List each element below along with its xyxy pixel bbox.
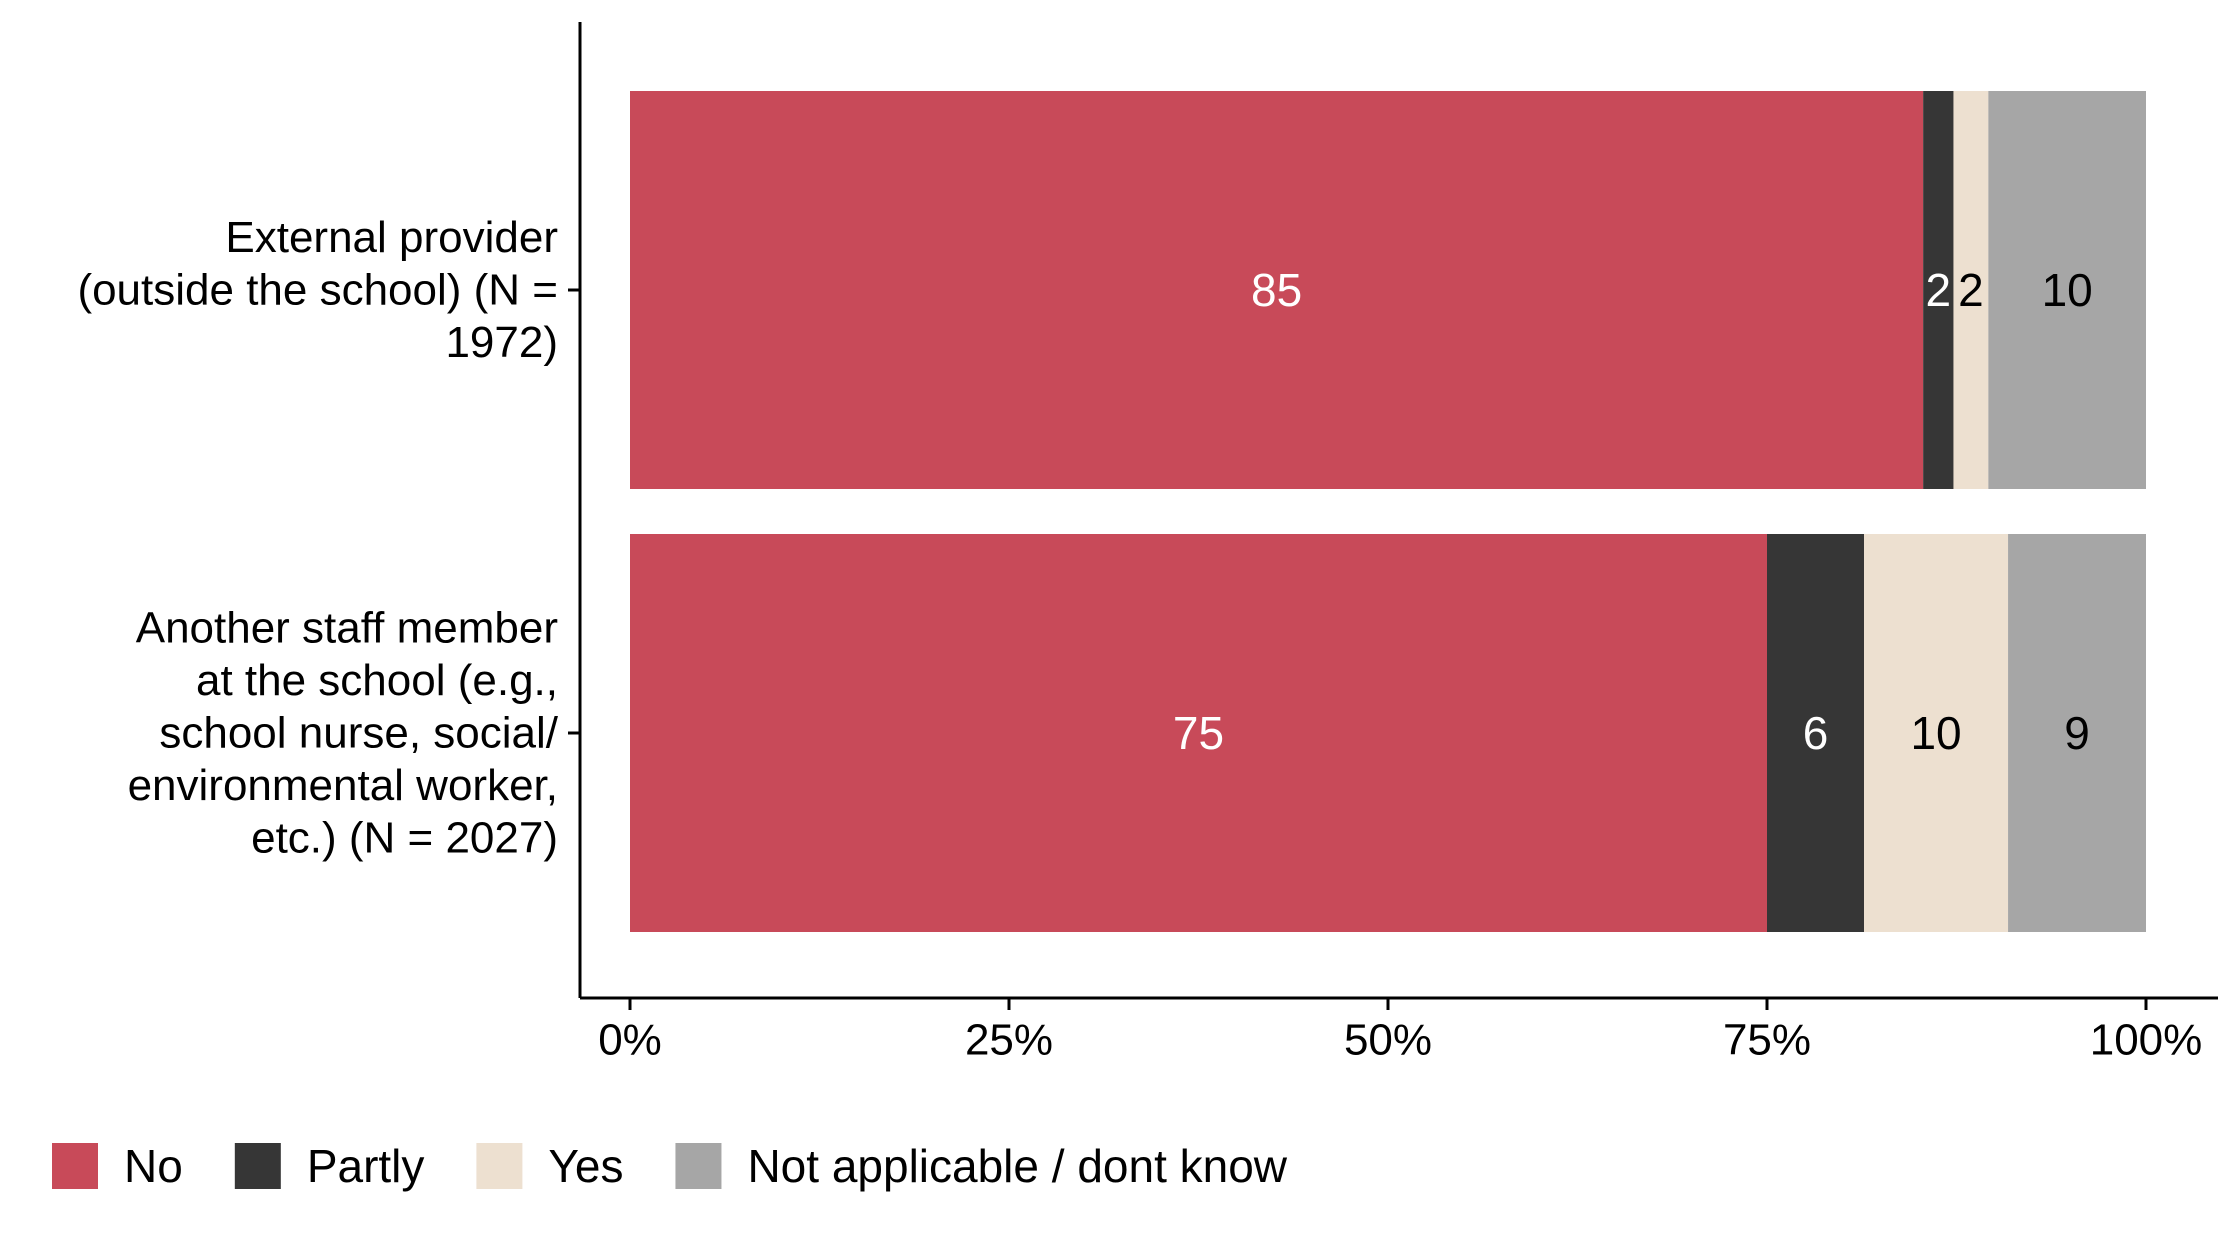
bar-segment-1-partly bbox=[1923, 91, 1954, 489]
bar-value-label: 9 bbox=[2064, 707, 2090, 759]
x-tick-label: 75% bbox=[1723, 1016, 1811, 1065]
bar-labels-layer: 85 2 2 10 75 6 10 9 bbox=[1173, 264, 2093, 759]
legend-label: No bbox=[124, 1140, 183, 1192]
legend-swatch bbox=[52, 1143, 98, 1189]
category-label-line: school nurse, social/ bbox=[159, 709, 558, 758]
x-tick-label: 100% bbox=[2090, 1016, 2203, 1065]
bar-value-label: 75 bbox=[1173, 707, 1224, 759]
legend-item: Partly bbox=[234, 1140, 425, 1192]
bar-segment-2-not-applicable-dont-know bbox=[2008, 534, 2146, 932]
category-label-line: environmental worker, bbox=[128, 761, 558, 810]
legend-item: No bbox=[52, 1140, 183, 1192]
bar-value-label: 85 bbox=[1251, 264, 1302, 316]
category-label-line: External provider bbox=[225, 213, 558, 262]
legend-label: Partly bbox=[307, 1140, 425, 1192]
x-tick-label: 0% bbox=[598, 1016, 662, 1065]
category-label-line: (outside the school) (N = bbox=[77, 266, 558, 315]
legend-swatch bbox=[675, 1143, 722, 1189]
legend-label: Yes bbox=[548, 1140, 623, 1192]
category-label-line: Another staff member bbox=[136, 604, 558, 653]
x-tick-label: 25% bbox=[965, 1016, 1053, 1065]
bar-value-label: 6 bbox=[1803, 707, 1829, 759]
bar-segment-1-not-applicable-dont-know bbox=[1988, 91, 2146, 489]
bar-value-label: 2 bbox=[1926, 264, 1952, 316]
bar-segment-2-yes bbox=[1864, 534, 2009, 932]
axes-layer: External provider(outside the school) (N… bbox=[77, 22, 2218, 1065]
legend-swatch bbox=[234, 1143, 281, 1189]
legend-swatch bbox=[476, 1143, 523, 1189]
bar-value-label: 2 bbox=[1958, 264, 1984, 316]
legend: No Partly Yes Not applicable / dont know bbox=[52, 1140, 1288, 1192]
x-tick-label: 50% bbox=[1344, 1016, 1432, 1065]
bar-segment-1-no bbox=[630, 91, 1924, 489]
bar-segment-1-yes bbox=[1953, 91, 1989, 489]
bar-segment-2-no bbox=[630, 534, 1767, 932]
bar-segment-2-partly bbox=[1767, 534, 1865, 932]
legend-label: Not applicable / dont know bbox=[747, 1140, 1287, 1192]
bar-value-label: 10 bbox=[1910, 707, 1961, 759]
category-label-line: at the school (e.g., bbox=[196, 656, 558, 705]
bars-layer bbox=[630, 91, 2146, 932]
category-label-line: 1972) bbox=[445, 318, 558, 367]
legend-item: Not applicable / dont know bbox=[675, 1140, 1288, 1192]
legend-item: Yes bbox=[476, 1140, 623, 1192]
category-label: External provider(outside the school) (N… bbox=[77, 213, 558, 367]
bar-value-label: 10 bbox=[2042, 264, 2093, 316]
category-label-line: etc.) (N = 2027) bbox=[251, 814, 558, 863]
